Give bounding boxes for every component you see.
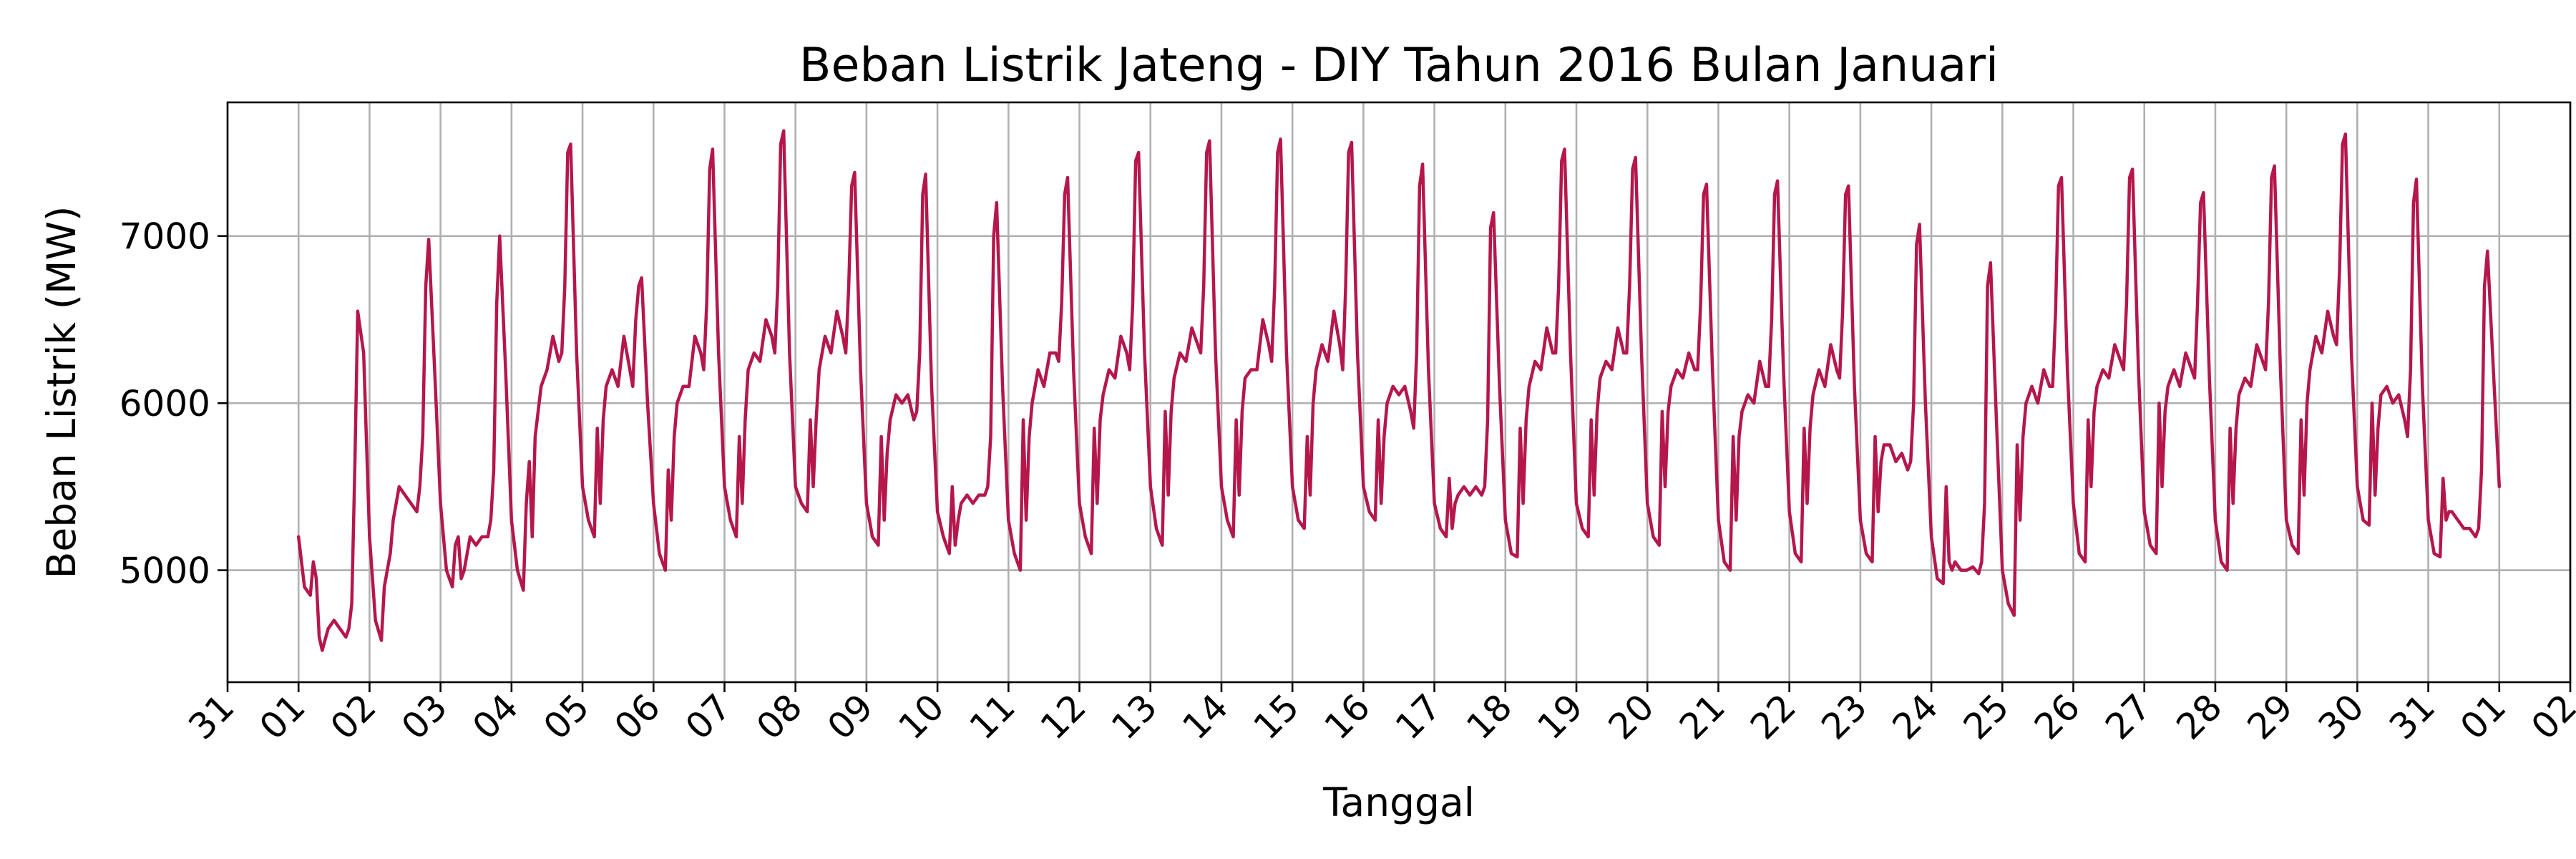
x-tick-label: 21	[1672, 686, 1733, 747]
x-tick-label: 27	[2097, 686, 2159, 747]
x-tick-label: 24	[1885, 686, 1946, 747]
x-tick-label: 01	[2452, 686, 2514, 747]
x-tick-label: 01	[252, 686, 313, 747]
x-tick-label: 23	[1813, 686, 1875, 747]
x-tick-label: 13	[1103, 686, 1165, 747]
x-tick-label: 31	[2381, 686, 2443, 747]
x-tick-label: 15	[1246, 686, 1307, 747]
x-axis-label: Tanggal	[1322, 780, 1475, 825]
x-tick-label: 16	[1317, 686, 1378, 747]
x-tick-label: 22	[1742, 686, 1804, 747]
chart-title: Beban Listrik Jateng - DIY Tahun 2016 Bu…	[799, 39, 1999, 92]
x-tick-label: 02	[323, 686, 384, 747]
x-tick-label: 12	[1033, 686, 1094, 747]
x-tick-label: 26	[2026, 686, 2088, 747]
x-tick-label: 11	[962, 686, 1023, 747]
y-axis-label: Beban Listrik (MW)	[39, 206, 84, 579]
x-tick-label: 09	[819, 686, 881, 747]
x-tick-label: 18	[1458, 686, 1520, 747]
grid-lines	[226, 102, 2572, 682]
x-tick-label: 14	[1174, 686, 1236, 747]
x-tick-label: 29	[2240, 686, 2301, 747]
x-tick-label: 17	[1387, 686, 1449, 747]
x-tick-label: 06	[607, 686, 668, 747]
x-tick-label: 30	[2311, 686, 2372, 747]
x-tick-label: 19	[1530, 686, 1591, 747]
x-tick-label: 03	[394, 686, 455, 747]
plot-frame	[226, 101, 2572, 684]
x-tick-label: 08	[748, 686, 810, 747]
series-line-0	[296, 129, 2502, 652]
y-tick-label: 5000	[119, 550, 210, 592]
x-tick-label: 31	[180, 686, 242, 747]
x-tick-label: 20	[1601, 686, 1662, 747]
x-tick-label: 10	[891, 686, 952, 747]
x-tick-label: 04	[464, 686, 526, 747]
x-tick-label: 05	[536, 686, 597, 747]
x-tick-label: 02	[2523, 686, 2576, 747]
y-tick-label: 6000	[119, 383, 210, 424]
x-tick-label: 28	[2168, 686, 2230, 747]
x-tick-label: 07	[678, 686, 739, 747]
x-tick-label: 25	[1956, 686, 2017, 747]
series-layer	[296, 129, 2502, 652]
y-tick-label: 7000	[119, 216, 210, 258]
